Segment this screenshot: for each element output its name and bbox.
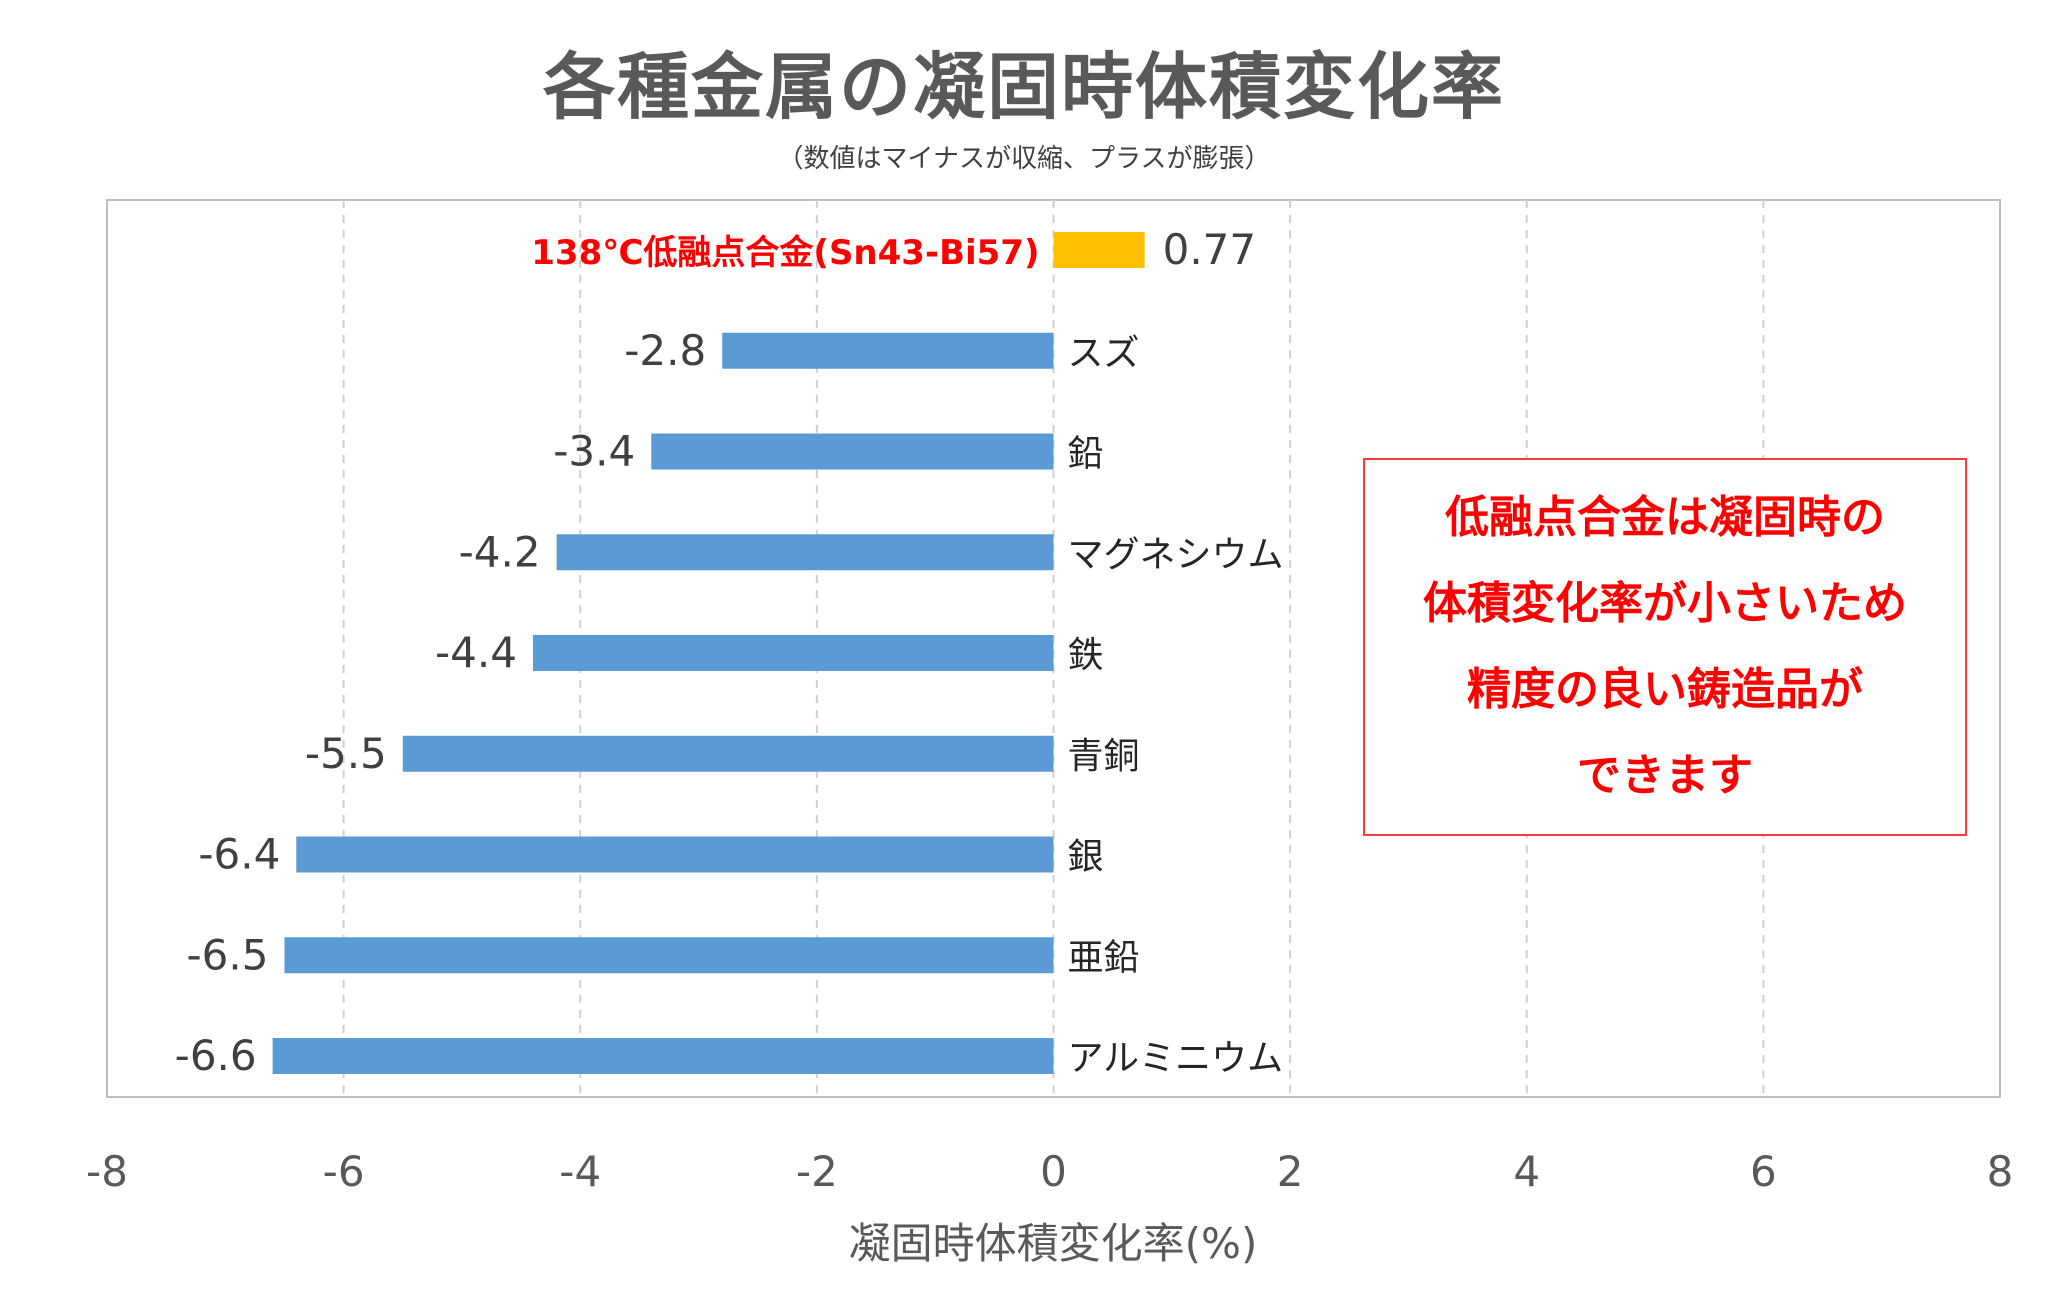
x-tick-label: 4 bbox=[1513, 1147, 1540, 1196]
bar bbox=[272, 1038, 1054, 1074]
annotation-box: 低融点合金は凝固時の 体積変化率が小さいため 精度の良い鋳造品が できます bbox=[1363, 458, 1967, 836]
x-tick-label: -8 bbox=[86, 1147, 128, 1196]
category-label: 青銅 bbox=[1068, 736, 1140, 777]
x-axis-ticks: -8 -6 -4 -2 0 2 4 6 8 bbox=[86, 1147, 2013, 1196]
x-axis-title: 凝固時体積変化率(%) bbox=[849, 1219, 1258, 1268]
category-label: 鉄 bbox=[1068, 635, 1104, 676]
bar bbox=[532, 635, 1054, 671]
data-label: -5.5 bbox=[305, 729, 387, 778]
data-label: -6.5 bbox=[187, 930, 269, 979]
category-label: 亜鉛 bbox=[1068, 937, 1140, 978]
bar bbox=[284, 937, 1054, 974]
x-tick-label: 8 bbox=[1987, 1147, 2014, 1196]
bars bbox=[272, 232, 1145, 1074]
data-label: -4.2 bbox=[459, 527, 541, 576]
category-label: スズ bbox=[1068, 333, 1140, 374]
x-tick-label: -2 bbox=[796, 1147, 838, 1196]
category-label: 銀 bbox=[1068, 837, 1104, 878]
x-tick-label: 6 bbox=[1750, 1147, 1777, 1196]
bar bbox=[556, 534, 1054, 571]
x-tick-label: -4 bbox=[559, 1147, 601, 1196]
x-tick-label: -6 bbox=[323, 1147, 365, 1196]
bar bbox=[402, 735, 1054, 772]
data-label: -6.4 bbox=[198, 830, 280, 879]
chart-subtitle: （数値はマイナスが収縮、プラスが膨張） bbox=[777, 144, 1271, 174]
labels: 0.77 138℃低融点合金(Sn43-Bi57) -2.8 スズ -3.4 鉛 -4.2 マ… bbox=[175, 225, 1284, 1080]
annotation-line: 低融点合金は凝固時の bbox=[1445, 492, 1885, 543]
annotation-line: 体積変化率が小さいため bbox=[1423, 578, 1907, 629]
data-label: 0.77 bbox=[1163, 225, 1257, 274]
bar bbox=[1053, 232, 1145, 268]
data-label: -3.4 bbox=[553, 427, 635, 476]
x-tick-label: 0 bbox=[1040, 1147, 1067, 1196]
category-label: アルミニウム bbox=[1068, 1038, 1284, 1079]
chart-title: 各種金属の凝固時体積変化率 bbox=[542, 45, 1505, 129]
category-label: 138℃低融点合金(Sn43-Bi57) bbox=[531, 233, 1039, 273]
annotation-line: 精度の良い鋳造品が bbox=[1467, 664, 1863, 715]
bar bbox=[296, 836, 1054, 873]
bar bbox=[722, 332, 1054, 369]
x-tick-label: 2 bbox=[1277, 1147, 1304, 1196]
data-label: -2.8 bbox=[624, 326, 706, 375]
category-label: 鉛 bbox=[1068, 434, 1104, 475]
data-label: -4.4 bbox=[435, 628, 517, 677]
bar bbox=[651, 433, 1054, 470]
annotation-line: できます bbox=[1577, 750, 1753, 801]
category-label: マグネシウム bbox=[1068, 534, 1284, 575]
data-label: -6.6 bbox=[175, 1031, 257, 1080]
